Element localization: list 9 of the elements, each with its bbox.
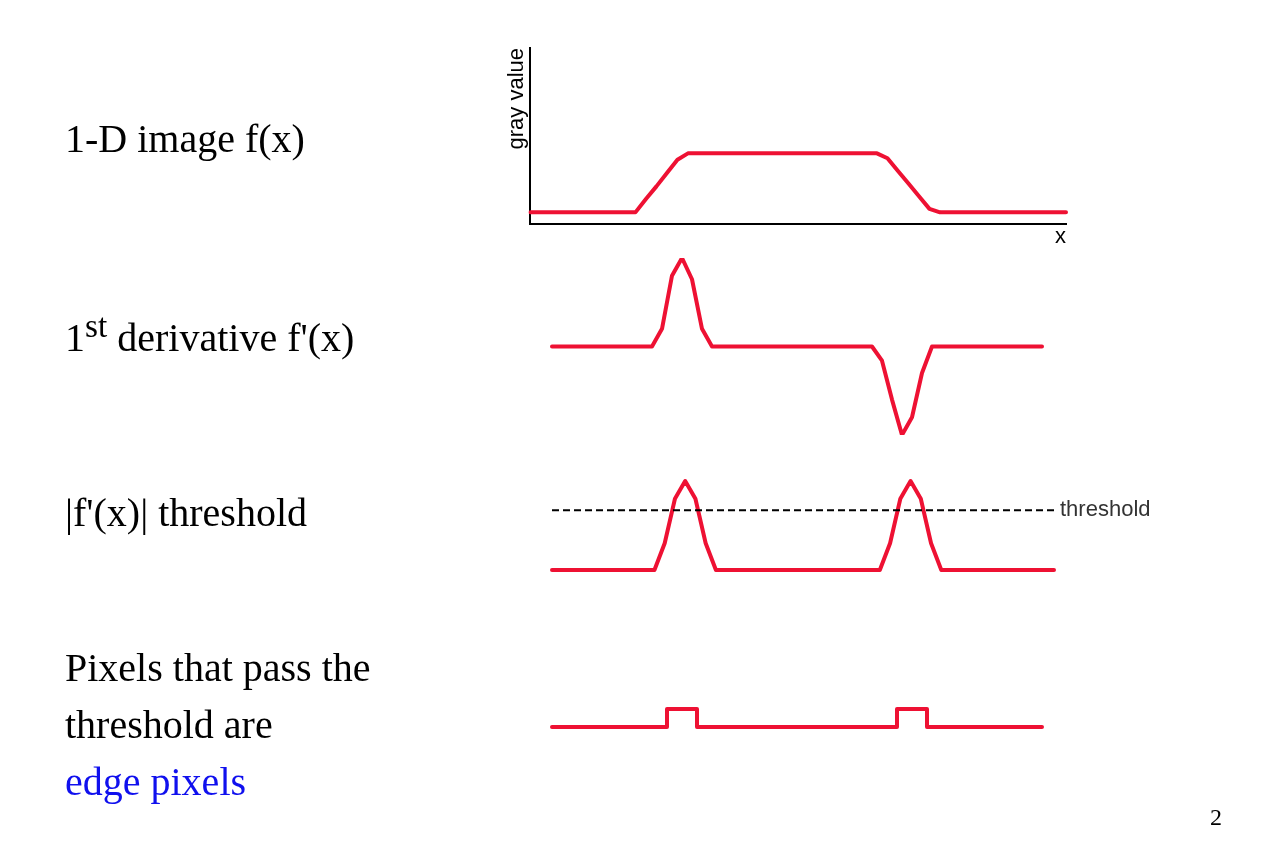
y-axis-title: Pixels that pass the threshold are bbox=[65, 644, 372, 749]
text: 1-D image f(x) bbox=[65, 115, 306, 163]
text: edge pixels bbox=[65, 758, 248, 806]
text: 1$^{st}$ derivative f'(x) bbox=[65, 306, 356, 363]
y-axis-title: gray value bbox=[503, 48, 529, 150]
x-axis-title: x bbox=[1055, 222, 1066, 248]
ref-line-label: threshold bbox=[1060, 496, 1151, 522]
text: 2 bbox=[1210, 804, 1222, 831]
y-axis-title: |f'(x)| threshold bbox=[65, 489, 309, 537]
